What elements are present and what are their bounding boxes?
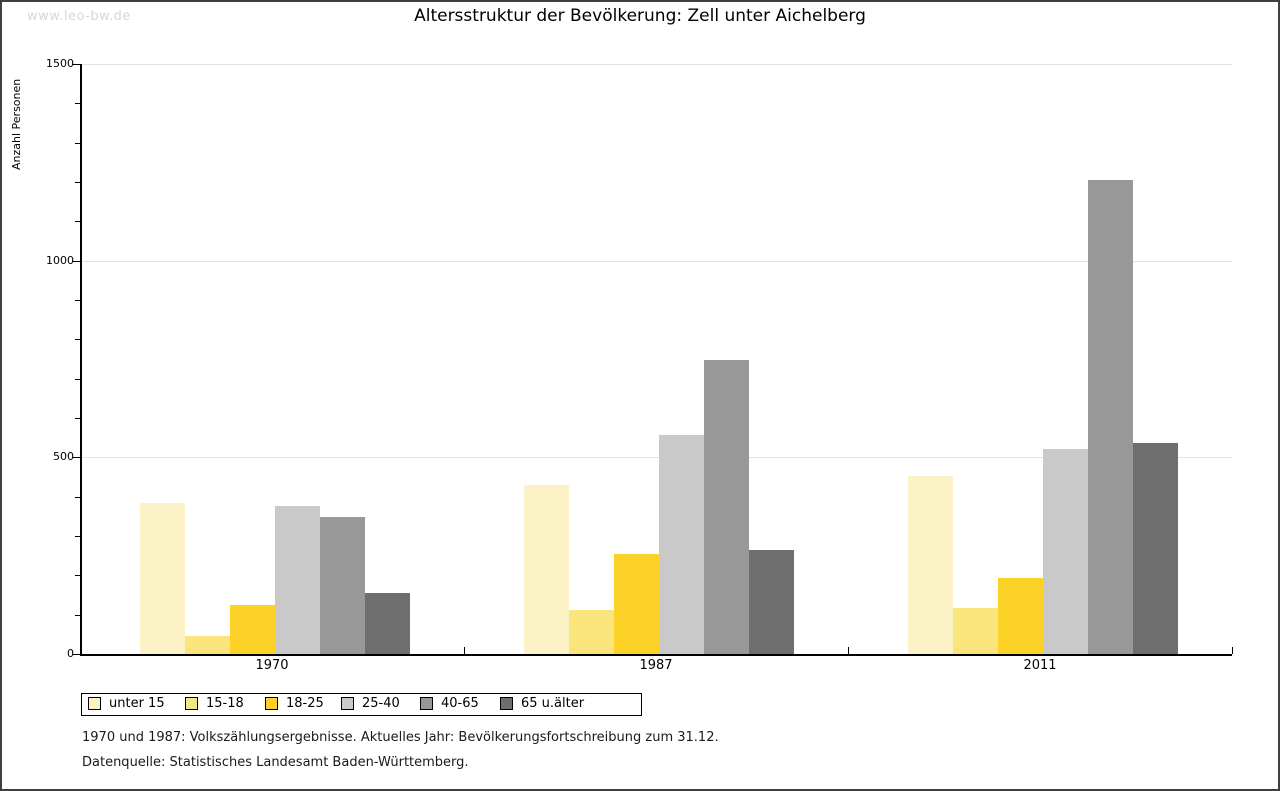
bar-2011-unter-15: [908, 476, 953, 654]
legend-label: 65 u.älter: [521, 696, 585, 711]
bar-2011-65-u-lter: [1133, 443, 1178, 654]
legend: unter 15 15-18 18-25 25-40 40-65 65 u.älter: [81, 693, 642, 716]
y-minor-tick-1100: [75, 221, 80, 223]
legend-swatch-icon: [420, 697, 433, 710]
y-tick-label-1500: 1500: [46, 57, 74, 70]
bar-1987-unter-15: [524, 485, 569, 654]
y-major-tick-0: [72, 654, 80, 655]
y-minor-tick-300: [75, 536, 80, 537]
x-category-label-1970: 1970: [255, 658, 289, 673]
legend-swatch-icon: [88, 697, 101, 710]
watermark: www.leo-bw.de: [27, 9, 131, 24]
y-minor-tick-600: [75, 418, 80, 419]
y-minor-tick-900: [75, 300, 80, 301]
x-category-label-2011: 2011: [1023, 658, 1057, 673]
gridline-500: [80, 457, 1232, 459]
y-minor-tick-100: [75, 614, 80, 616]
bar-1987-65-u-lter: [749, 550, 794, 654]
y-minor-tick-1400: [75, 103, 80, 105]
x-boundary-tick-2011: [1232, 647, 1233, 654]
x-boundary-tick-1970: [464, 647, 465, 654]
chart-title: Altersstruktur der Bevölkerung: Zell unt…: [414, 6, 866, 26]
y-minor-tick-1200: [75, 182, 80, 183]
bar-1987-15-18: [569, 610, 614, 654]
legend-swatch-icon: [341, 697, 354, 710]
y-minor-tick-400: [75, 496, 80, 498]
legend-label: 18-25: [286, 696, 324, 711]
y-minor-tick-200: [75, 575, 80, 577]
x-axis: [80, 654, 1232, 656]
legend-swatch-icon: [265, 697, 278, 710]
x-boundary-tick-1987: [848, 647, 849, 654]
bar-1970-15-18: [185, 636, 230, 654]
bar-2011-15-18: [953, 608, 998, 654]
bar-1970-40-65: [320, 517, 365, 654]
bar-1970-65-u-lter: [365, 593, 410, 654]
y-major-tick-1000: [72, 260, 80, 262]
y-minor-tick-800: [75, 339, 80, 341]
legend-label: 25-40: [362, 696, 400, 711]
legend-swatch-icon: [185, 697, 198, 710]
bar-2011-40-65: [1088, 180, 1133, 654]
legend-label: 15-18: [206, 696, 244, 711]
y-major-tick-1500: [72, 64, 80, 65]
y-major-tick-500: [72, 457, 80, 459]
bar-1987-25-40: [659, 435, 704, 654]
legend-label: 40-65: [441, 696, 479, 711]
y-tick-label-1000: 1000: [46, 253, 74, 267]
y-axis: [80, 64, 82, 655]
footnote-source-note: 1970 und 1987: Volkszählungsergebnisse. …: [82, 730, 719, 745]
bar-1970-18-25: [230, 605, 275, 654]
legend-label: unter 15: [109, 696, 165, 711]
bar-2011-18-25: [998, 578, 1043, 654]
x-category-label-1987: 1987: [639, 658, 673, 673]
footnote-data-source: Datenquelle: Statistisches Landesamt Bad…: [82, 755, 469, 770]
bar-1987-18-25: [614, 554, 659, 654]
bar-1970-unter-15: [140, 503, 185, 654]
bar-2011-25-40: [1043, 449, 1088, 654]
y-minor-tick-1300: [75, 142, 80, 144]
y-minor-tick-700: [75, 378, 80, 380]
bar-1970-25-40: [275, 506, 320, 654]
legend-swatch-icon: [500, 697, 513, 710]
bar-1987-40-65: [704, 360, 749, 654]
y-tick-label-500: 500: [53, 450, 74, 464]
gridline-1500: [80, 64, 1232, 65]
gridline-1000: [80, 260, 1232, 262]
y-tick-label-0: 0: [67, 647, 74, 660]
